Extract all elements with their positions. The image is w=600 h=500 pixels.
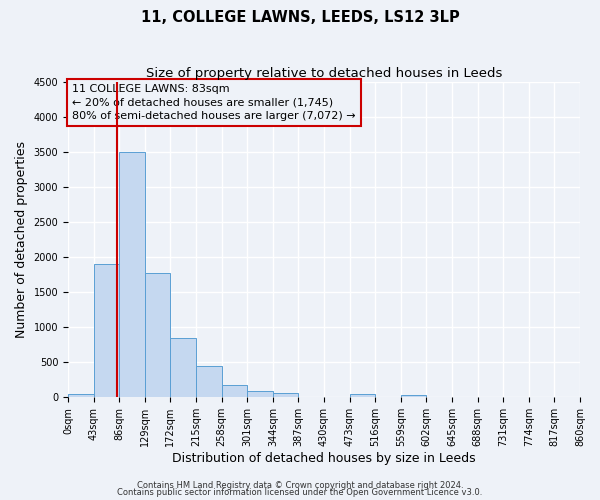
- Bar: [247, 390, 273, 398]
- Bar: [170, 338, 196, 398]
- Bar: [196, 366, 221, 398]
- Text: 11 COLLEGE LAWNS: 83sqm
← 20% of detached houses are smaller (1,745)
80% of semi: 11 COLLEGE LAWNS: 83sqm ← 20% of detache…: [72, 84, 356, 121]
- Title: Size of property relative to detached houses in Leeds: Size of property relative to detached ho…: [146, 68, 502, 80]
- Bar: [401, 395, 427, 398]
- Text: Contains HM Land Registry data © Crown copyright and database right 2024.: Contains HM Land Registry data © Crown c…: [137, 480, 463, 490]
- Bar: [145, 273, 170, 398]
- Text: 11, COLLEGE LAWNS, LEEDS, LS12 3LP: 11, COLLEGE LAWNS, LEEDS, LS12 3LP: [140, 10, 460, 25]
- Bar: [350, 394, 375, 398]
- Bar: [94, 264, 119, 398]
- Bar: [273, 394, 298, 398]
- X-axis label: Distribution of detached houses by size in Leeds: Distribution of detached houses by size …: [172, 452, 476, 465]
- Bar: [68, 394, 94, 398]
- Bar: [119, 152, 145, 398]
- Text: Contains public sector information licensed under the Open Government Licence v3: Contains public sector information licen…: [118, 488, 482, 497]
- Bar: [221, 385, 247, 398]
- Y-axis label: Number of detached properties: Number of detached properties: [15, 141, 28, 338]
